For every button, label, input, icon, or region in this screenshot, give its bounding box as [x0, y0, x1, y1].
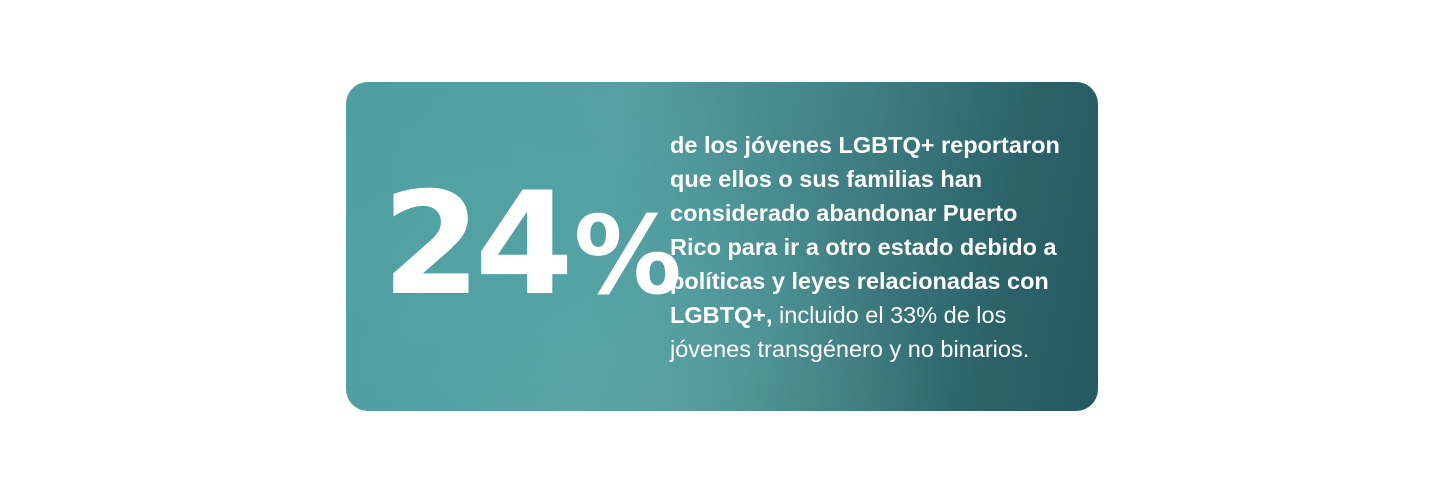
percent-sign: %	[573, 194, 682, 319]
statistic-card: 24% de los jóvenes LGBTQ+ reportaron que…	[346, 82, 1098, 411]
statistic-number: 24	[382, 162, 574, 327]
statistic-value: 24%	[382, 174, 682, 316]
statistic-description: de los jóvenes LGBTQ+ reportaron que ell…	[670, 128, 1070, 366]
statistic-description-regular: incluido el 33% de los jóvenes transgéne…	[670, 302, 1030, 362]
statistic-description-bold: de los jóvenes LGBTQ+ reportaron que ell…	[670, 132, 1060, 328]
